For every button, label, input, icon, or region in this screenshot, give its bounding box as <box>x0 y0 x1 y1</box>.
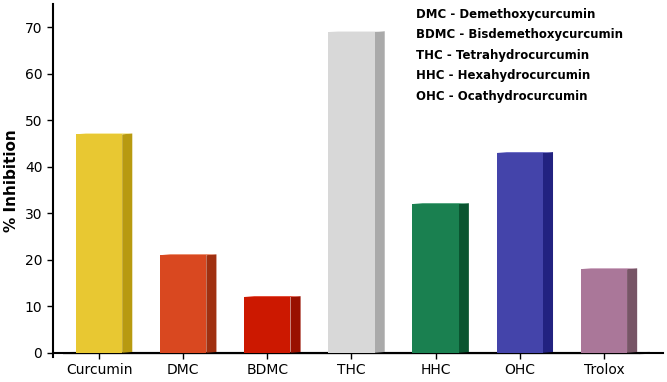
Polygon shape <box>459 203 469 353</box>
Polygon shape <box>543 152 553 353</box>
Polygon shape <box>63 353 640 354</box>
Polygon shape <box>497 152 553 153</box>
Polygon shape <box>76 134 122 353</box>
Polygon shape <box>122 133 132 353</box>
Y-axis label: % Inhibition: % Inhibition <box>4 129 19 232</box>
Text: DMC - Demethoxycurcumin
BDMC - Bisdemethoxycurcumin
THC - Tetrahydrocurcumin
HHC: DMC - Demethoxycurcumin BDMC - Bisdemeth… <box>416 8 623 103</box>
Polygon shape <box>328 31 385 32</box>
Polygon shape <box>244 297 291 353</box>
Polygon shape <box>63 351 650 353</box>
Polygon shape <box>640 351 650 354</box>
Polygon shape <box>375 31 385 353</box>
Polygon shape <box>160 254 216 255</box>
Polygon shape <box>581 269 627 353</box>
Polygon shape <box>581 268 637 269</box>
Polygon shape <box>497 153 543 353</box>
Polygon shape <box>627 268 637 353</box>
Polygon shape <box>412 204 459 353</box>
Polygon shape <box>291 296 301 353</box>
Polygon shape <box>244 296 301 297</box>
Polygon shape <box>412 203 469 204</box>
Polygon shape <box>160 255 206 353</box>
Polygon shape <box>206 254 216 353</box>
Polygon shape <box>76 133 132 134</box>
Polygon shape <box>328 32 375 353</box>
